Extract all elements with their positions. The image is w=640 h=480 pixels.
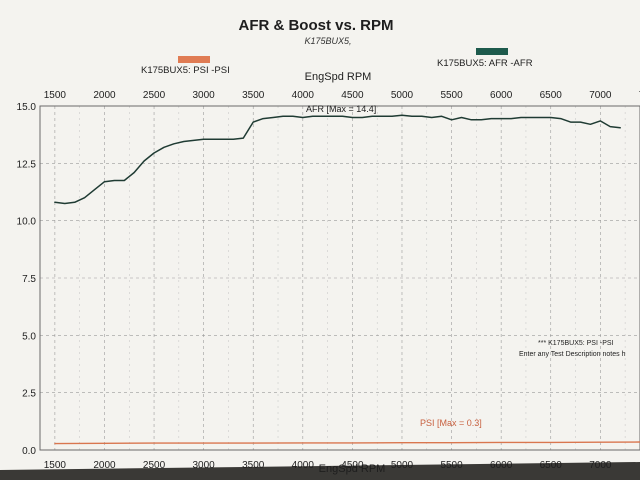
top-tick-2500: 2500 bbox=[143, 90, 166, 101]
x-tick-4500: 4500 bbox=[341, 460, 364, 471]
legend-psi-swatch bbox=[178, 56, 210, 63]
plot-frame bbox=[39, 105, 640, 451]
afr-max-annotation: AFR [Max = 14.4] bbox=[306, 104, 376, 114]
top-tick-3500: 3500 bbox=[242, 90, 265, 101]
x-tick-5000: 5000 bbox=[391, 460, 414, 471]
note-line-1: *** K175BUX5: PSI -PSI bbox=[538, 340, 614, 347]
legend-psi-label: K175BUX5: PSI -PSI bbox=[141, 65, 230, 76]
top-tick-6500: 6500 bbox=[540, 90, 563, 101]
top-tick-7000: 7000 bbox=[589, 90, 612, 101]
y-tick-7.5: 7.5 bbox=[22, 274, 36, 285]
x-tick-3500: 3500 bbox=[242, 460, 265, 471]
x-tick-6000: 6000 bbox=[490, 460, 513, 471]
top-tick-3000: 3000 bbox=[193, 90, 216, 101]
top-tick-2000: 2000 bbox=[93, 90, 116, 101]
top-tick-6000: 6000 bbox=[490, 90, 513, 101]
paper-sheet bbox=[0, 0, 640, 470]
x-tick-2000: 2000 bbox=[93, 460, 116, 471]
legend-afr-label: K175BUX5: AFR -AFR bbox=[437, 58, 533, 69]
x-tick-6500: 6500 bbox=[540, 460, 563, 471]
top-tick-4000: 4000 bbox=[292, 90, 315, 101]
top-tick-4500: 4500 bbox=[341, 90, 364, 101]
x-tick-3000: 3000 bbox=[193, 460, 216, 471]
x-tick-labels: 1500 2000 2500 3000 3500 4000 4500 5000 5500 6000… bbox=[44, 460, 612, 471]
top-tick-1500: 1500 bbox=[44, 90, 67, 101]
legend-afr-swatch bbox=[476, 48, 508, 55]
series-group bbox=[54, 114, 640, 445]
top-axis-title: EngSpd RPM bbox=[305, 71, 372, 83]
bottom-band bbox=[0, 462, 640, 480]
x-tick-7000: 7000 bbox=[589, 460, 612, 471]
y-tick-12.5: 12.5 bbox=[17, 159, 37, 170]
y-tick-0.0: 0.0 bbox=[22, 446, 36, 457]
chart-subtitle: K175BUX5, bbox=[304, 36, 351, 46]
x-tick-2500: 2500 bbox=[143, 460, 166, 471]
y-tick-15.0: 15.0 bbox=[17, 102, 37, 113]
x-axis-title: EngSpd RPM bbox=[319, 463, 386, 475]
x-tick-5500: 5500 bbox=[440, 460, 463, 471]
top-tick-5500: 5500 bbox=[440, 90, 463, 101]
x-tick-1500: 1500 bbox=[44, 460, 67, 471]
note-line-2: Enter any Test Description notes h bbox=[519, 351, 626, 358]
top-tick-labels: 1500 2000 2500 3000 3500 4000 4500 5000 5500 6000… bbox=[44, 90, 640, 101]
y-tick-5.0: 5.0 bbox=[22, 331, 36, 342]
series-psi-line bbox=[54, 441, 640, 445]
psi-max-annotation: PSI [Max = 0.3] bbox=[420, 418, 482, 428]
top-tick-5000: 5000 bbox=[391, 90, 414, 101]
y-tick-labels: 0.0 2.5 5.0 7.5 10.0 12.5 15.0 bbox=[17, 102, 37, 457]
top-tick-7500: 7500 bbox=[639, 90, 640, 101]
series-afr-line bbox=[54, 114, 621, 205]
y-tick-2.5: 2.5 bbox=[22, 389, 36, 400]
y-tick-10.0: 10.0 bbox=[17, 217, 37, 228]
x-tick-4000: 4000 bbox=[292, 460, 315, 471]
chart-title: AFR & Boost vs. RPM bbox=[238, 17, 393, 34]
